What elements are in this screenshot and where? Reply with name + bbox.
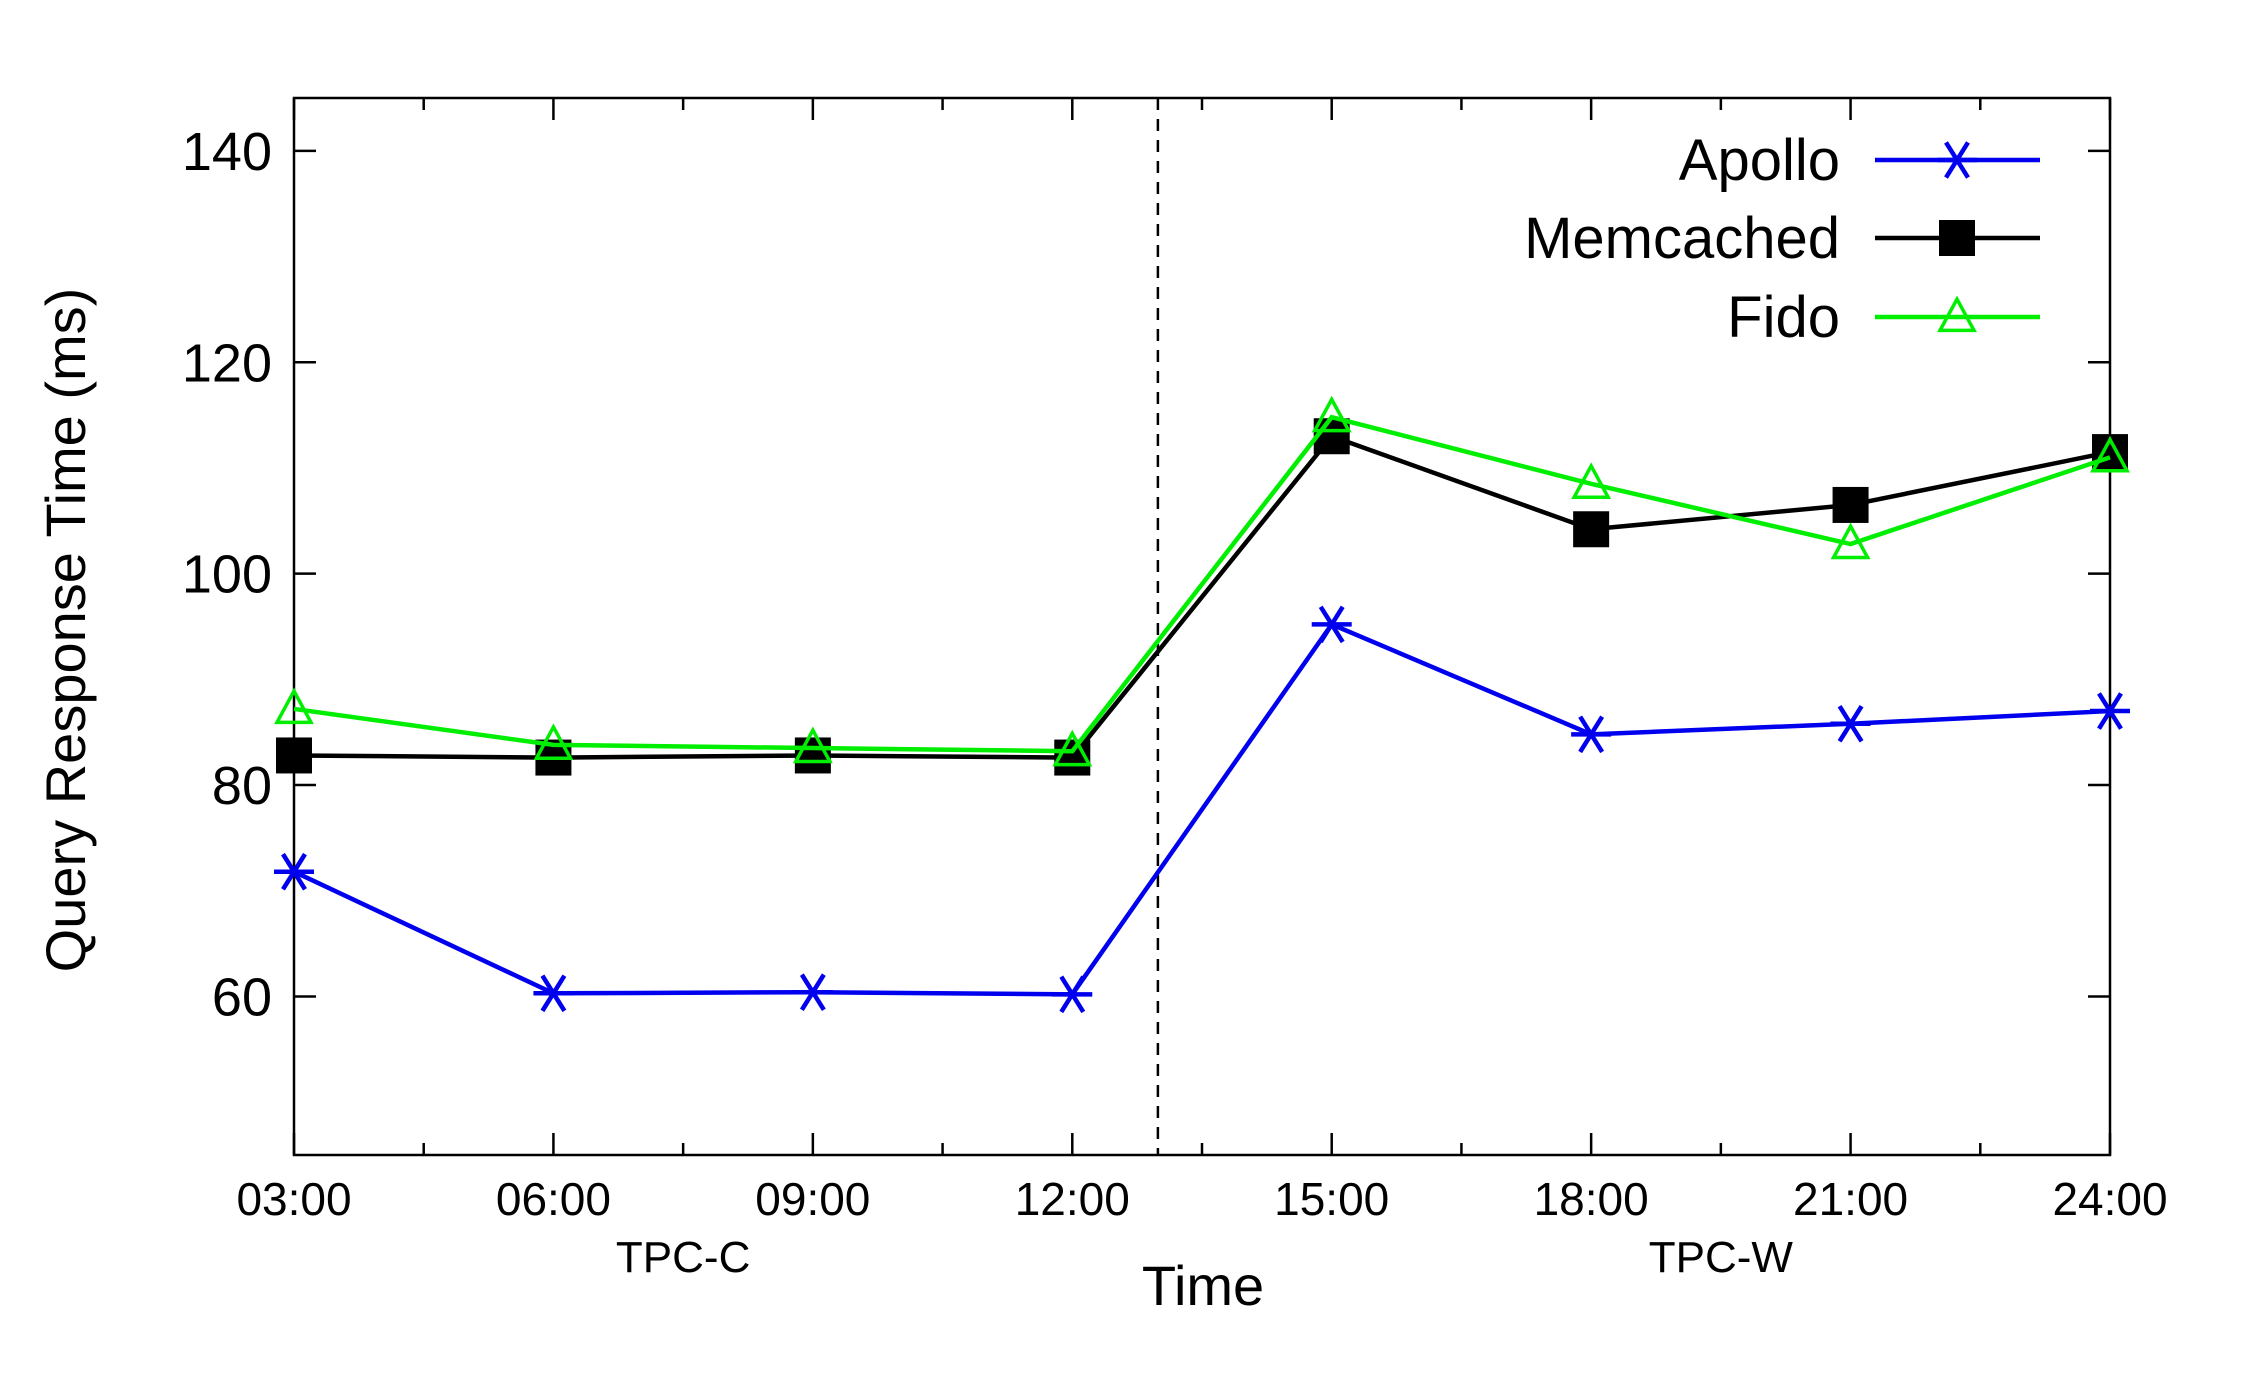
legend-label: Apollo [1679,128,1840,193]
x-tick-label: 12:00 [1015,1173,1130,1225]
x-tick-label: 24:00 [2052,1173,2167,1225]
x-tick-label: 18:00 [1534,1173,1649,1225]
marker-asterisk [1311,605,1352,644]
x-tick-label: 15:00 [1274,1173,1389,1225]
y-tick-label: 80 [212,756,272,816]
legend-label: Memcached [1524,206,1840,271]
group-label: TPC-C [616,1233,750,1282]
marker-asterisk [1937,141,1977,179]
marker-triangle [792,726,833,764]
legend: Apollo Memcached Fido [1524,128,2040,350]
group-label: TPC-W [1649,1233,1794,1282]
marker-asterisk [1830,704,1871,743]
x-axis-title: Time [1142,1254,1264,1317]
x-tick-label: 09:00 [755,1173,870,1225]
y-tick-label: 60 [212,967,272,1027]
marker-triangle [1311,395,1352,433]
y-tick-label: 120 [182,333,272,393]
marker-square [1832,486,1869,523]
marker-asterisk [1571,715,1612,754]
y-axis-title: Query Response Time (ms) [34,288,97,973]
marker-square [1573,511,1610,548]
series-line [293,621,2111,997]
series-fido [274,395,2130,767]
marker-triangle [1830,522,1871,560]
marker-square [276,737,312,774]
x-tick-label: 06:00 [496,1173,611,1225]
marker-triangle [1571,462,1612,499]
series-line [293,433,2111,760]
x-tick-label: 21:00 [1793,1173,1908,1225]
x-tick-label: 03:00 [236,1173,351,1225]
series-layer [274,395,2130,1014]
marker-triangle [533,723,574,761]
marker-asterisk [2090,692,2130,730]
marker-triangle [274,687,314,725]
marker-triangle [1052,729,1093,767]
axes-layer: 60 80 100 120 140 03:00 06:00 09:00 12:00 15:00 18… [182,96,2168,1282]
marker-asterisk [274,852,314,891]
legend-label: Fido [1727,285,1840,350]
series-line [293,414,2111,754]
marker-asterisk [1052,975,1093,1014]
marker-asterisk [533,974,574,1013]
marker-asterisk [792,973,833,1012]
series-apollo [274,605,2130,1014]
marker-triangle [1937,295,1977,333]
y-tick-label: 100 [182,545,272,605]
y-tick-label: 140 [182,122,272,182]
marker-square [1939,220,1975,256]
marker-triangle [2090,435,2130,473]
